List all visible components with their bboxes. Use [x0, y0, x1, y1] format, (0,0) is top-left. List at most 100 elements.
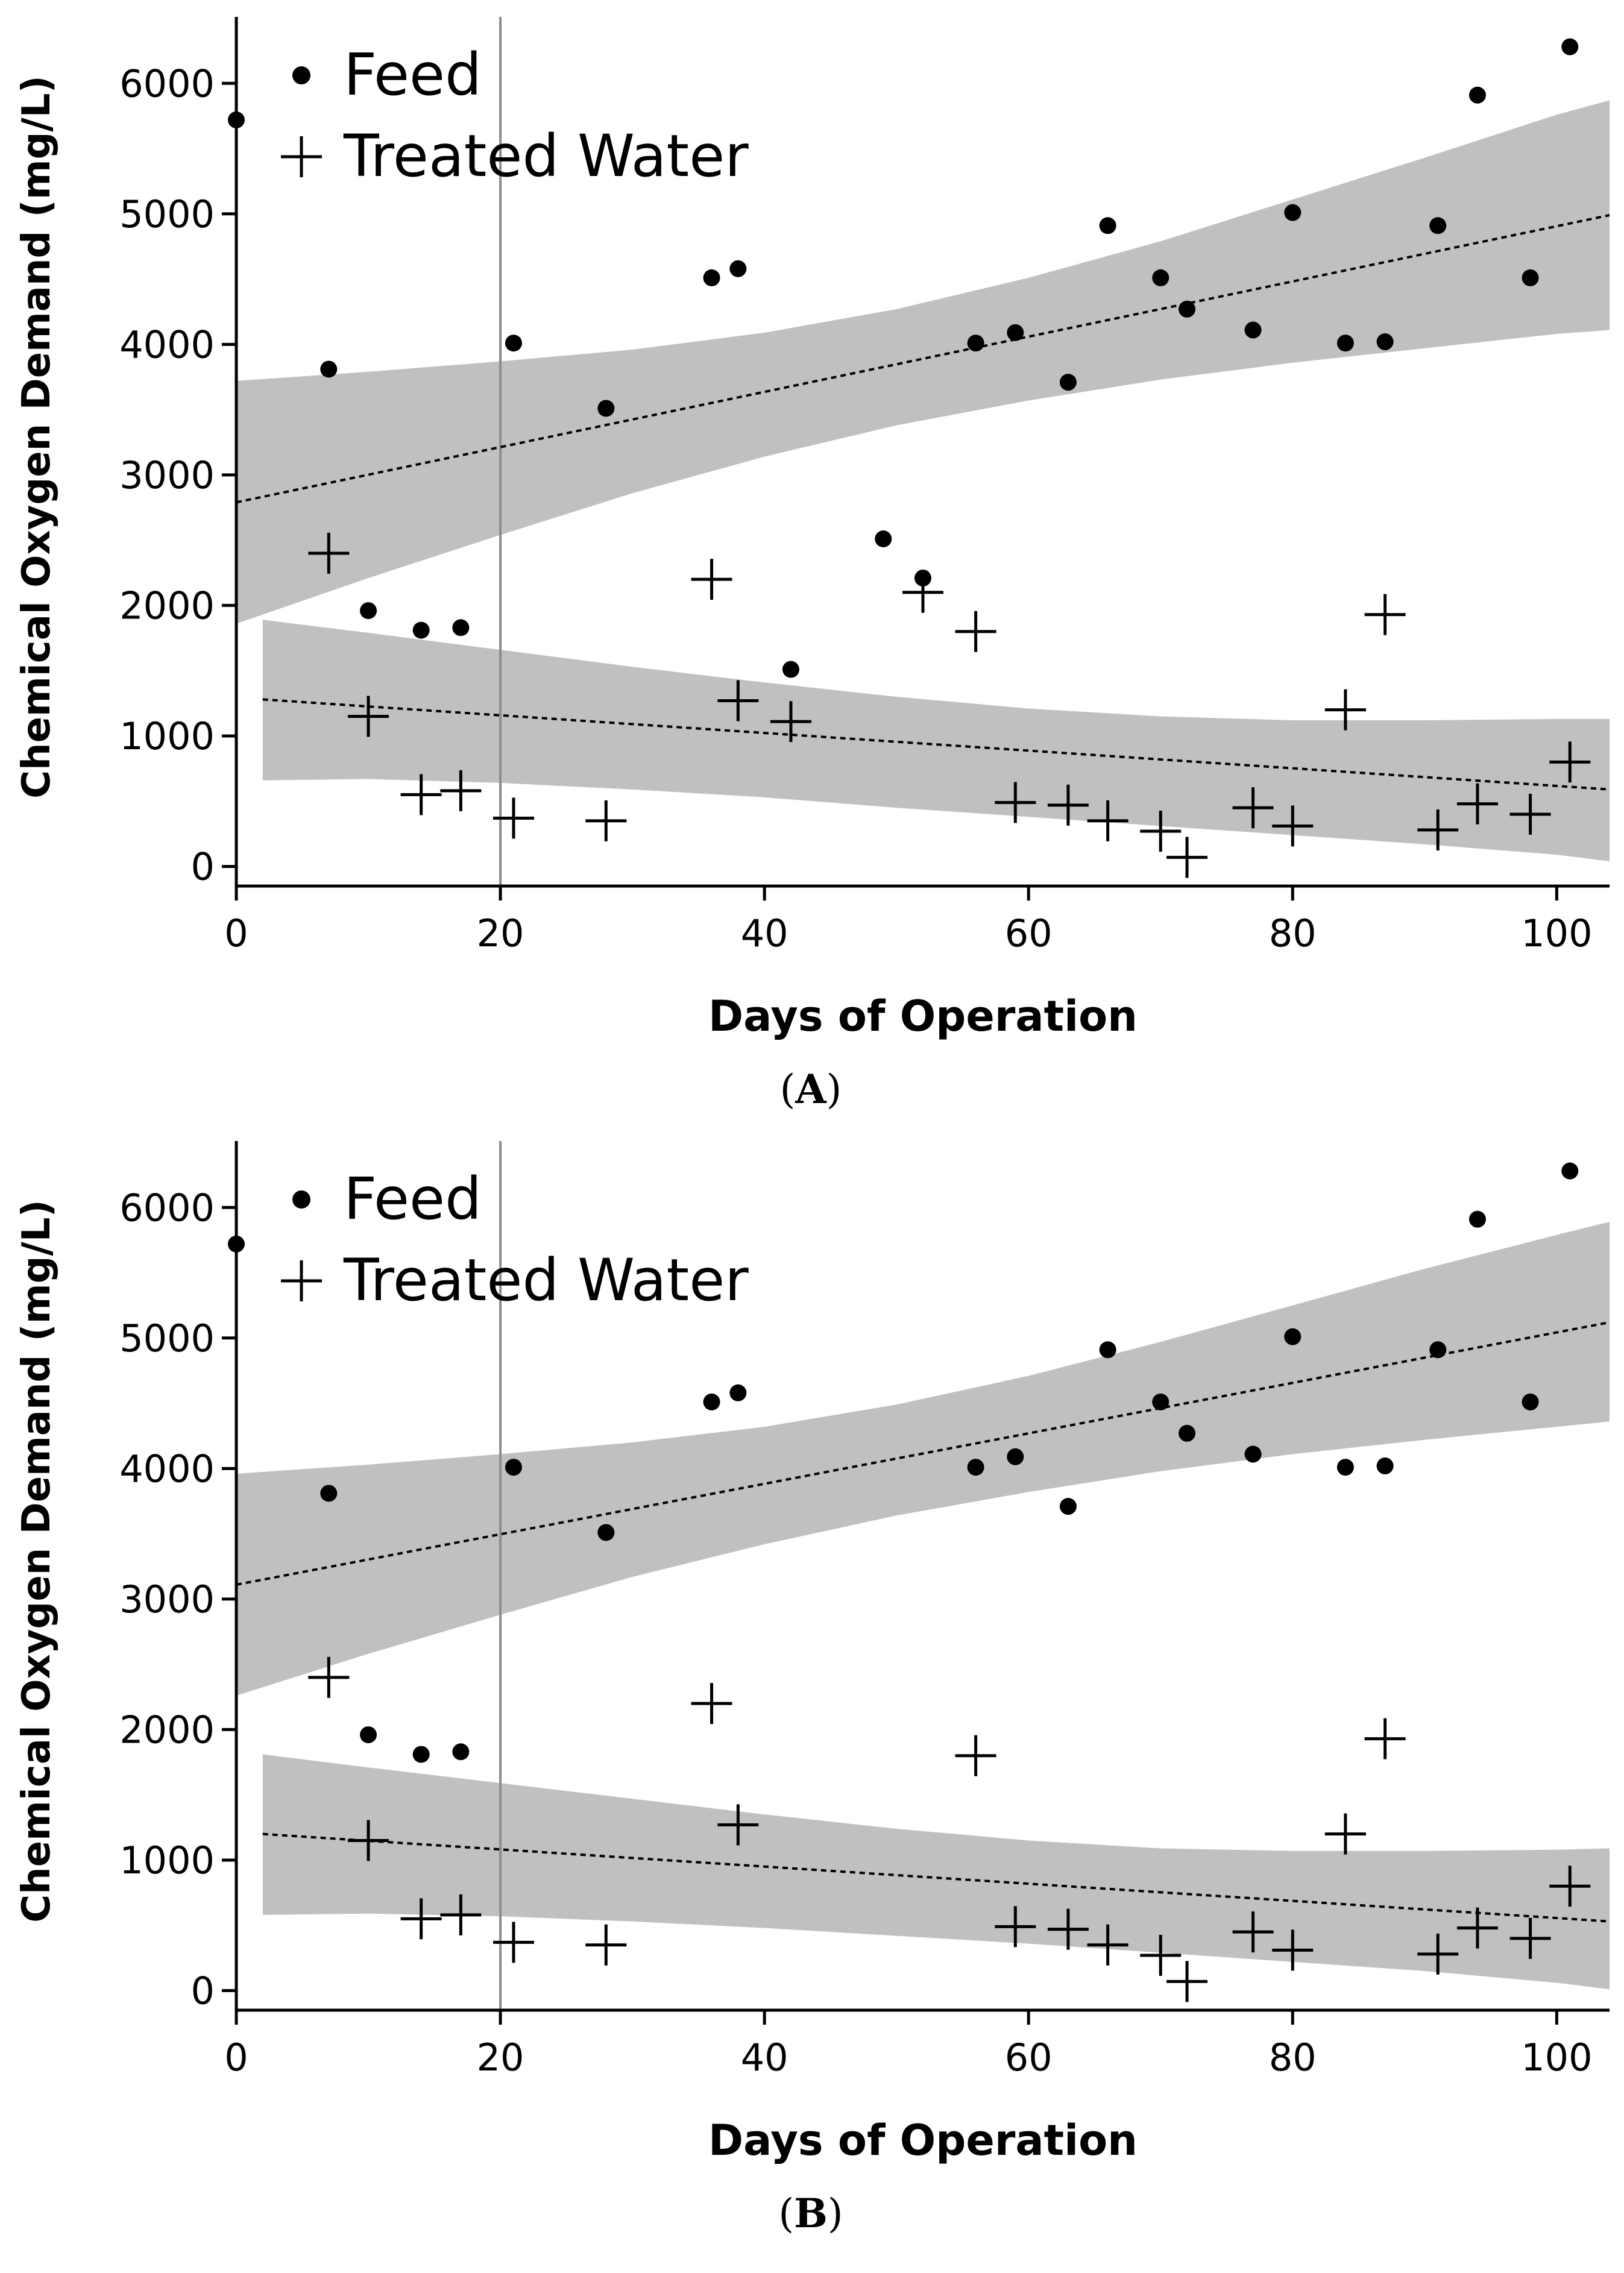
chart-b-xtick-label-2: 40	[741, 2036, 788, 2080]
chart-b-feed-point-9	[967, 1459, 984, 1476]
chart-b-legend: Feed Treated Water	[281, 1165, 749, 1314]
chart-b-treated-point-14	[1232, 1911, 1274, 1953]
chart-b-treated-point-7	[717, 1804, 759, 1846]
chart-a-feed-point-10	[875, 530, 892, 547]
chart-b-legend-feed-label: Feed	[344, 1165, 482, 1233]
chart-a-feed-point-20	[1336, 335, 1354, 352]
chart-a-feed-point-25	[1561, 38, 1579, 55]
chart-a-feed-point-15	[1099, 217, 1116, 234]
chart-a-feed-point-4	[452, 619, 470, 637]
chart-b-feed-point-20	[1468, 1210, 1486, 1228]
chart-b-treated-point-20	[1509, 1917, 1551, 1959]
chart-b-treated-point-11	[1087, 1924, 1128, 1966]
chart-b-feed-point-6	[597, 1524, 615, 1541]
chart-a-treated-point-21	[1456, 783, 1498, 825]
chart-a-treated-point-13	[1087, 800, 1128, 841]
chart-a-ytick-label-2: 2000	[119, 583, 215, 627]
chart-b-feed-point-4	[452, 1743, 470, 1761]
chart-b-treated-point-0	[308, 1656, 350, 1698]
chart-a-xtick-label-0: 0	[224, 911, 248, 955]
chart-a-feed-point-16	[1152, 269, 1169, 286]
chart-b-feed-point-10	[1007, 1448, 1024, 1465]
chart-b-feed-point-8	[729, 1384, 747, 1401]
chart-b-treated-point-19	[1456, 1907, 1498, 1949]
chart-a-feed-point-7	[703, 269, 720, 286]
chart-b-feed-point-7	[703, 1393, 720, 1410]
chart-b-feed-point-15	[1244, 1445, 1262, 1463]
chart-a-feed-point-6	[597, 400, 615, 417]
chart-b-treated-point-12	[1140, 1935, 1182, 1976]
chart-b-feed-point-19	[1429, 1341, 1447, 1359]
chart-a-feed-point-8	[729, 260, 747, 277]
chart-a-legend-treated-marker	[281, 136, 322, 177]
chart-a-legend-feed-marker	[292, 66, 310, 84]
chart-a-feed-point-14	[1059, 374, 1077, 391]
chart-b-treated-point-3	[440, 1894, 482, 1935]
chart-b-ytick-label-6: 6000	[119, 1186, 215, 1230]
chart-b-ytick-label-3: 3000	[119, 1577, 215, 1621]
chart-b-feed-point-17	[1336, 1459, 1354, 1476]
chart-b-feed-point-21	[1522, 1393, 1539, 1410]
chart-b-treated-point-10	[1047, 1908, 1089, 1950]
chart-b-panel-label: (B)	[778, 2190, 843, 2237]
chart-b-treated-point-8	[955, 1735, 996, 1776]
chart-a-feed-point-5	[505, 335, 522, 352]
chart-a-treated-point-4	[493, 797, 534, 839]
chart-b-treated-point-4	[493, 1922, 534, 1963]
chart-b-xtick-label-1: 20	[477, 2036, 524, 2080]
chart-b-feed-point-22	[1561, 1162, 1579, 1180]
chart-b-ytick-label-0: 0	[191, 1969, 215, 2013]
chart-a-treated-point-22	[1509, 793, 1551, 835]
chart-b-feed-point-14	[1179, 1424, 1196, 1442]
chart-a-x-axis-label: Days of Operation	[708, 992, 1138, 1041]
chart-a-treated-point-20	[1417, 809, 1459, 850]
chart-b-xtick-label-5: 100	[1521, 2036, 1592, 2080]
chart-b-band-feed	[236, 1222, 1610, 1696]
chart-a-treated-point-18	[1324, 689, 1366, 731]
chart-b-treated-point-17	[1364, 1718, 1406, 1759]
chart-a-ytick-label-5: 5000	[119, 192, 215, 236]
chart-b-ytick-label-2: 2000	[119, 1708, 215, 1752]
chart-a-feed-point-21	[1376, 333, 1394, 351]
chart-b-feed-point-18	[1376, 1457, 1394, 1475]
chart-a-trend-feed	[236, 214, 1610, 504]
chart-a-legend-feed-label: Feed	[344, 41, 482, 108]
chart-b-panel: 0 1000 2000 3000 4000 5000 6000 0 20 40 60 80 100 Day…	[14, 1141, 1610, 2237]
chart-b-ytick-label-1: 1000	[119, 1838, 215, 1882]
chart-a-legend: Feed Treated Water	[281, 41, 749, 190]
chart-a-treated-point-23	[1549, 741, 1591, 783]
chart-a-treated-point-16	[1232, 787, 1274, 829]
chart-a-treated-point-2	[400, 774, 442, 816]
chart-a-ytick-label-3: 3000	[119, 453, 215, 497]
chart-b-treated-point-5	[585, 1924, 627, 1966]
chart-b-treated-point-18	[1417, 1933, 1459, 1975]
chart-a-treated-point-0	[308, 532, 350, 574]
chart-a-feed-point-23	[1468, 86, 1486, 104]
chart-b-feed-point-5	[505, 1459, 522, 1476]
chart-a-trend-treated	[262, 698, 1610, 791]
chart-a-feed-point-2	[360, 602, 377, 620]
chart-b-feed-point-16	[1284, 1328, 1301, 1345]
chart-a-treated-point-5	[585, 800, 627, 841]
chart-a-treated-point-10	[955, 611, 996, 652]
chart-a-feed-point-13	[1007, 324, 1024, 341]
chart-a-treated-point-6	[691, 559, 732, 600]
chart-a-treated-point-12	[1047, 784, 1089, 826]
chart-b-treated-point-1	[348, 1820, 389, 1861]
chart-a-treated-point-9	[902, 571, 943, 613]
chart-a-panel-label: (A)	[780, 1066, 842, 1113]
chart-a-y-axis-label: Chemical Oxygen Demand (mg/L)	[14, 75, 59, 799]
chart-b-legend-feed-marker	[292, 1190, 310, 1209]
chart-a-treated-point-3	[440, 770, 482, 811]
chart-b-legend-treated-marker	[281, 1260, 322, 1301]
chart-a-treated-point-17	[1272, 805, 1314, 847]
chart-b-feed-point-12	[1099, 1341, 1116, 1359]
chart-b-treated-point-9	[995, 1906, 1036, 1948]
chart-b-band-treated	[262, 1754, 1610, 1990]
chart-a-xtick-label-3: 60	[1005, 911, 1053, 955]
chart-a-feed-point-22	[1429, 217, 1447, 234]
chart-a-treated-point-7	[717, 680, 759, 722]
chart-b-treated-point-2	[400, 1898, 442, 1940]
